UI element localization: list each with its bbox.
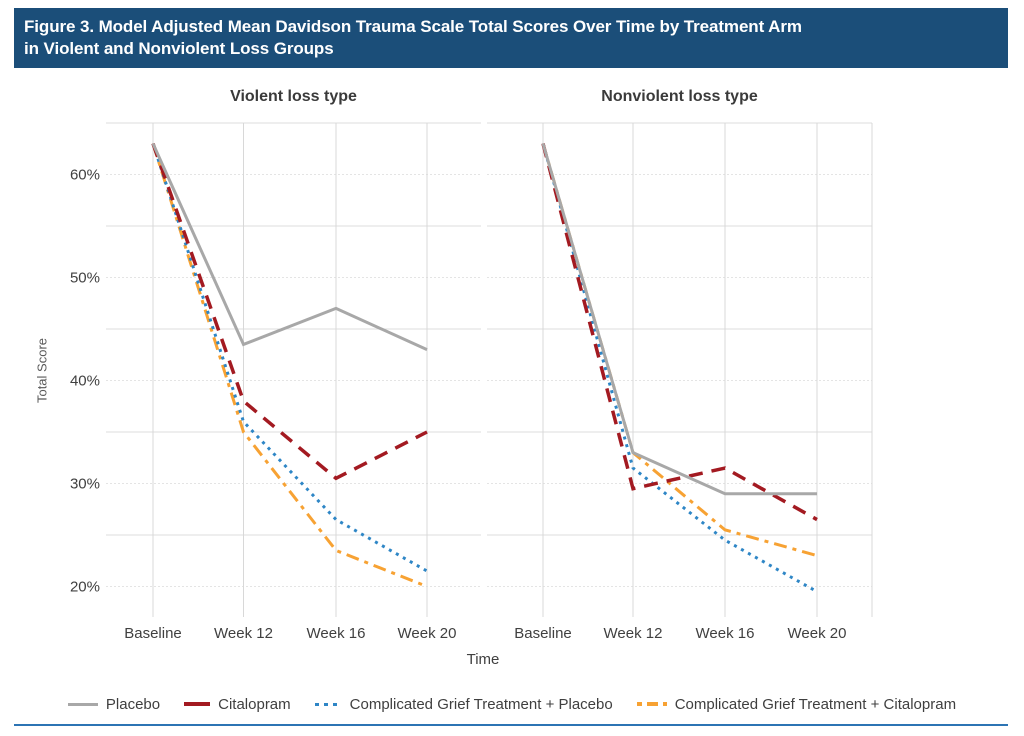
series-line-complicated-grief-treatment-citalopram [541,143,818,558]
placebo-line-swatch-icon [67,702,98,706]
chart-legend: Placebo Citalopram Complicated Grief Tre… [0,692,1024,716]
y-tick-label: 30% [70,476,100,493]
figure-title-bar: Figure 3. Model Adjusted Mean Davidson T… [14,8,1008,68]
figure-title-line2: in Violent and Nonviolent Loss Groups [24,39,334,58]
y-tick-label: 20% [70,579,100,596]
x-tick-label: Week 16 [307,625,366,642]
citalopram-line-swatch-icon [184,702,211,706]
series-line-citalopram [151,143,428,481]
legend-item-placebo: Placebo [67,695,161,713]
panel-title-violent: Violent loss type [230,88,357,105]
legend-label-placebo: Placebo [105,695,161,713]
x-tick-label: Baseline [124,625,182,642]
y-axis-title: Total Score [34,337,50,404]
line-chart: Baseline Week 12 Week 16 Week 20 Baseline Wee… [70,122,873,642]
x-tick-label: Week 20 [398,625,457,642]
legend-item-cgt-placebo: Complicated Grief Treatment + Placebo [314,695,613,713]
x-tick-label: Week 16 [696,625,755,642]
figure-bottom-rule [14,724,1008,726]
series-line-placebo [151,142,428,351]
series-line-complicated-grief-treatment-citalopram [151,143,428,588]
series-line-citalopram [541,143,818,522]
x-tick-label: Baseline [514,625,572,642]
legend-label-cgt-placebo: Complicated Grief Treatment + Placebo [349,695,613,713]
cgt-citalopram-line-swatch-icon [636,702,667,706]
series-line-placebo [541,143,817,496]
x-axis-title: Time [466,651,500,668]
cgt-placebo-line-swatch-icon [314,702,342,706]
legend-item-cgt-citalopram: Complicated Grief Treatment + Citalopram [636,695,957,713]
y-tick-label: 60% [70,167,100,184]
legend-label-citalopram: Citalopram [218,695,291,713]
y-tick-label: 50% [70,270,100,287]
figure-title-line1: Figure 3. Model Adjusted Mean Davidson T… [24,17,802,36]
x-tick-label: Week 12 [604,625,663,642]
x-tick-label: Week 20 [788,625,847,642]
legend-item-citalopram: Citalopram [184,696,291,713]
y-tick-label: 40% [70,373,100,390]
x-tick-label: Week 12 [214,625,273,642]
chart-region: Baseline Week 12 Week 16 Week 20 Baseline Wee… [0,68,1024,690]
legend-label-cgt-citalopram: Complicated Grief Treatment + Citalopram [674,695,957,713]
series-line-complicated-grief-treatment-placebo [151,143,428,573]
series-line-complicated-grief-treatment-placebo [541,143,818,593]
panel-title-nonviolent: Nonviolent loss type [601,88,758,105]
